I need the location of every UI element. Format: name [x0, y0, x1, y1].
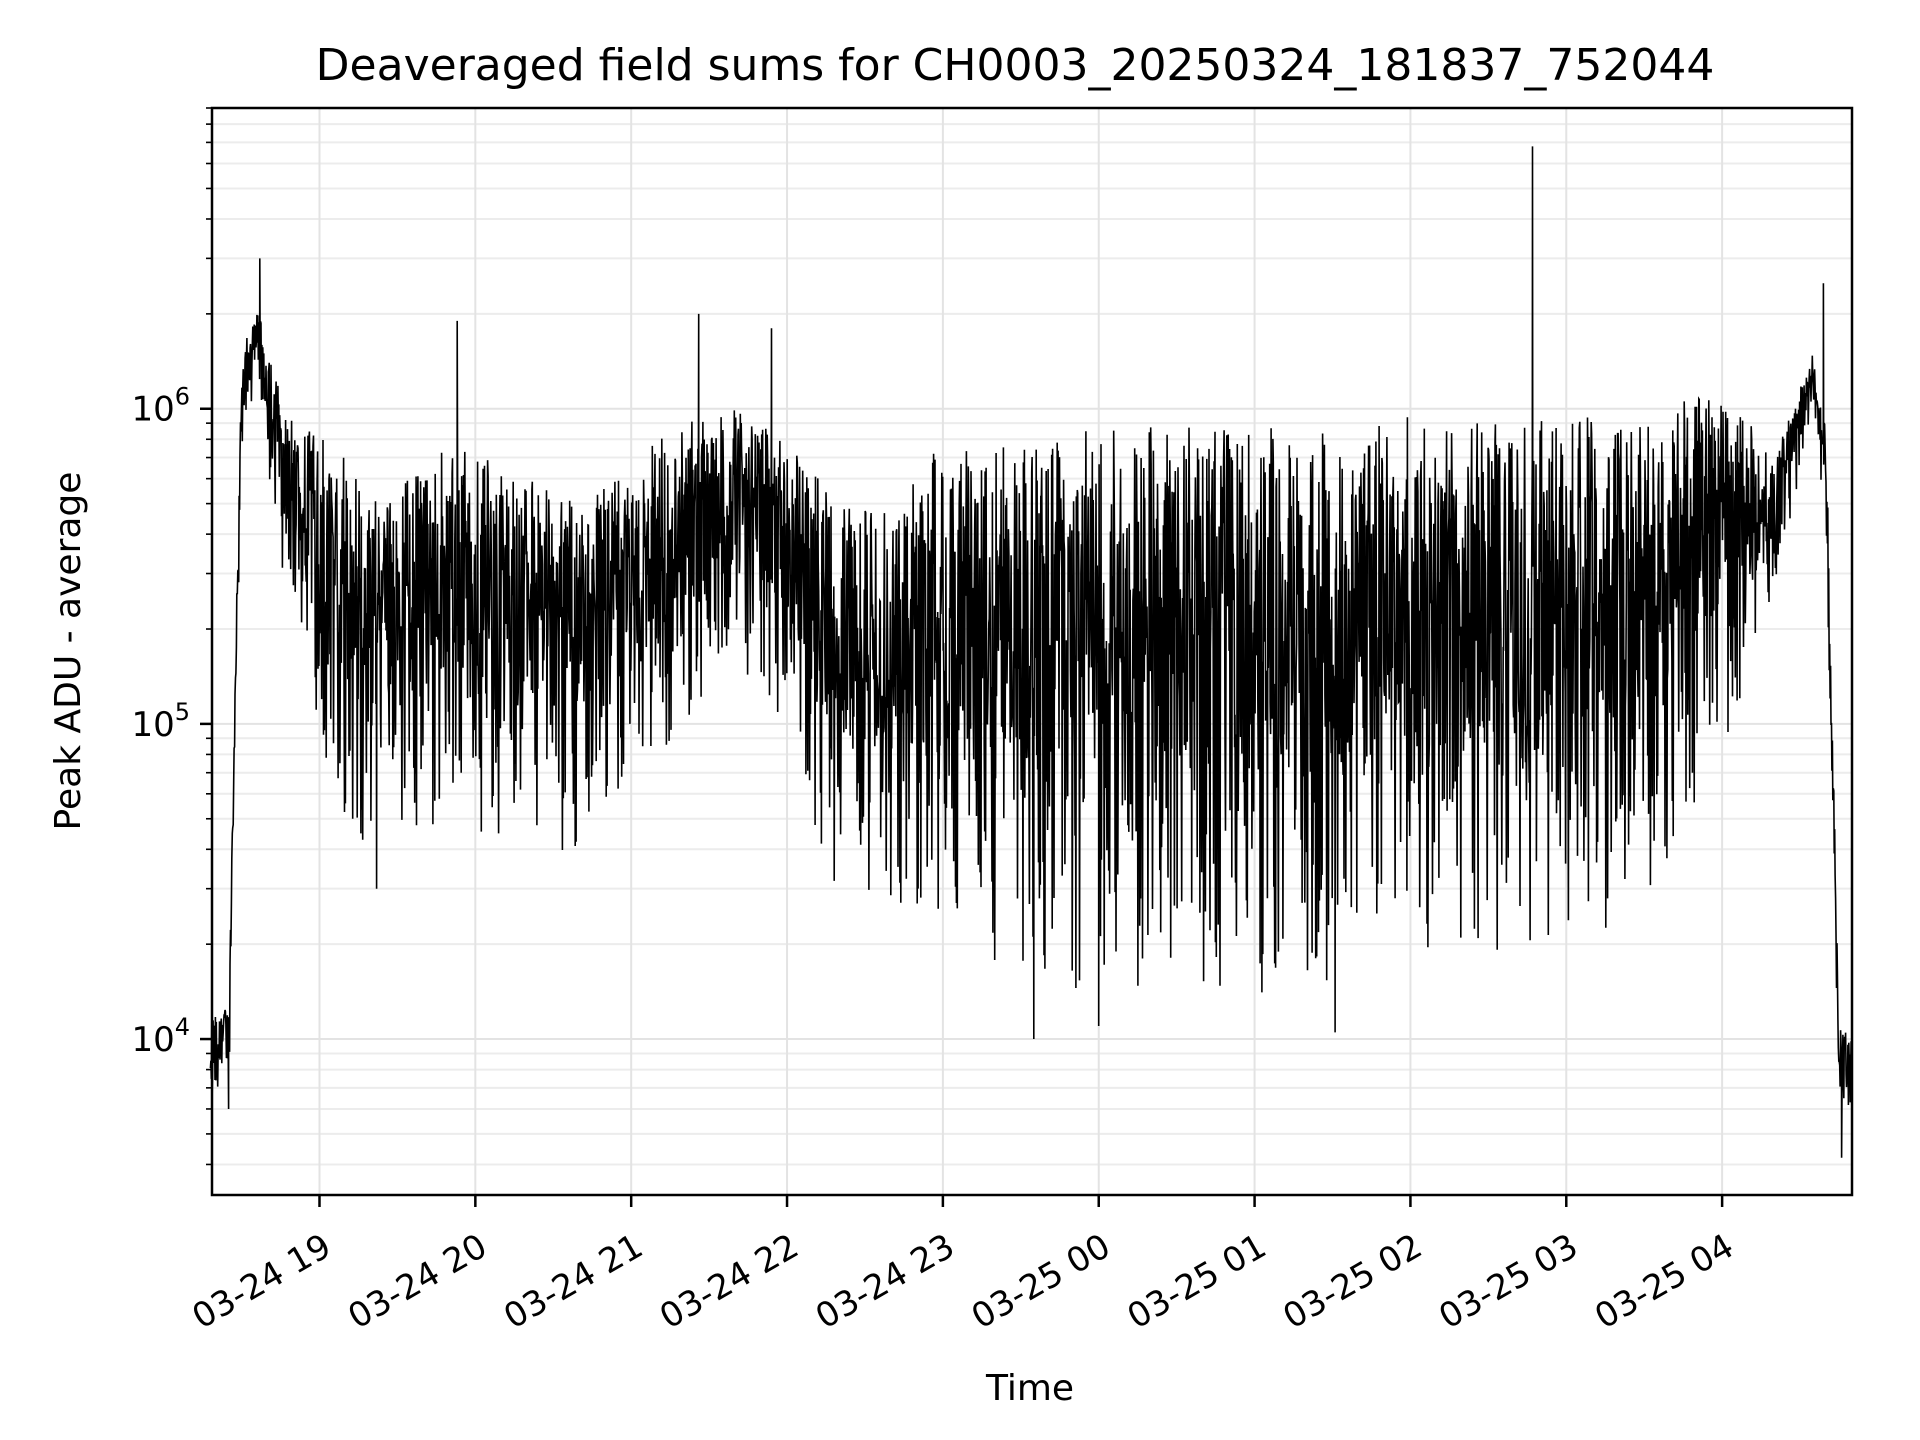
y-tick-label: 104 [131, 1013, 190, 1060]
y-axis: 104 105 106 [131, 107, 212, 1166]
x-tick-label: 03-25 04 [1588, 1226, 1740, 1337]
x-tick-label: 03-24 21 [497, 1226, 649, 1337]
x-tick-label: 03-25 02 [1277, 1226, 1429, 1337]
x-tick-label: 03-24 22 [653, 1226, 805, 1337]
chart-title: Deaveraged field sums for CH0003_2025032… [316, 40, 1715, 91]
x-axis-label: Time [985, 1368, 1074, 1409]
plot-frame [210, 106, 1854, 1197]
y-axis-label: Peak ADU - average [48, 472, 89, 831]
y-tick-label: 106 [131, 383, 190, 430]
x-tick-label: 03-24 19 [186, 1226, 338, 1337]
series-line [209, 146, 1853, 1158]
y-tick-label: 105 [131, 698, 190, 745]
x-axis: 03-24 19 03-24 20 03-24 21 03-24 22 03-24 23… [186, 1195, 1741, 1337]
x-tick-label: 03-24 20 [341, 1226, 493, 1337]
x-tick-label: 03-25 03 [1432, 1226, 1584, 1337]
x-tick-label: 03-24 23 [809, 1226, 961, 1337]
x-tick-label: 03-25 01 [1121, 1226, 1273, 1337]
x-tick-label: 03-25 00 [965, 1226, 1117, 1337]
